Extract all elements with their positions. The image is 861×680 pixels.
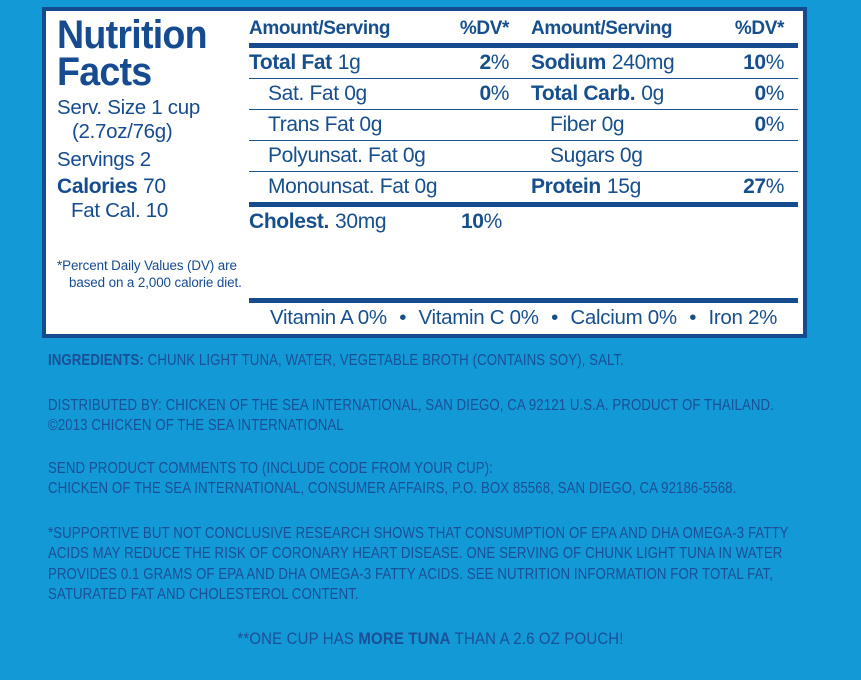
nutrient-total-fat: Total Fat 1g (249, 51, 361, 74)
nutrient-cholesterol: Cholest. 30mg (249, 210, 387, 233)
distributor-block: DISTRIBUTED BY: CHICKEN OF THE SEA INTER… (48, 396, 838, 437)
nutrition-summary-column: Nutrition Facts Serv. Size 1 cup (2.7oz/… (46, 11, 249, 298)
dv-polyunsaturated-fat (447, 141, 509, 171)
dv-total-carb: 0% (754, 82, 784, 105)
page-title: Nutrition Facts (57, 15, 230, 95)
table-row: Polyunsat. Fat 0g Sugars 0g (249, 140, 798, 171)
fat-calories: Fat Cal. 10 (71, 198, 168, 222)
dv-trans-fat (447, 110, 509, 140)
header-dv-left: %DV* (459, 18, 509, 39)
bullet-separator-icon: • (689, 306, 697, 329)
nutrient-sugars: Sugars 0g (550, 144, 643, 167)
nutrient-protein: Protein 15g (531, 175, 641, 198)
comments-line-2: CHICKEN OF THE SEA INTERNATIONAL, CONSUM… (48, 480, 737, 498)
servings-per-container: Servings 2 (57, 147, 151, 171)
table-row: Total Fat 1g 2% Sodium 240mg 10% (249, 43, 798, 78)
nutrition-panel-body: Nutrition Facts Serv. Size 1 cup (2.7oz/… (46, 11, 803, 298)
dv-sodium: 10% (743, 51, 784, 74)
daily-value-footnote: *Percent Daily Values (DV) are based on … (57, 258, 242, 294)
research-line-3: PROVIDES 0.1 GRAMS OF EPA AND DHA OMEGA-… (48, 565, 773, 583)
nutrient-polyunsaturated-fat: Polyunsat. Fat 0g (268, 144, 426, 167)
table-header-row: Amount/Serving %DV* Amount/Serving %DV* (249, 11, 798, 43)
tagline-emphasis: MORE TUNA (358, 629, 451, 648)
serving-size: Serv. Size 1 cup (57, 96, 200, 120)
vitamins-strip-wrapper: Vitamin A 0% • Vitamin C 0% • Calcium 0%… (46, 298, 803, 334)
title-line-1: Nutrition (57, 13, 208, 57)
tagline-prefix: **ONE CUP HAS (237, 629, 359, 648)
table-row: Cholest. 30mg 10% (249, 202, 798, 237)
table-row: Trans Fat 0g Fiber 0g 0% (249, 109, 798, 140)
dv-sugars (714, 141, 784, 171)
ingredients-label: INGREDIENTS: (48, 352, 144, 369)
table-row: Sat. Fat 0g 0% Total Carb. 0g 0% (249, 78, 798, 109)
serving-size-metric: (2.7oz/76g) (72, 120, 173, 144)
product-comments-block: SEND PRODUCT COMMENTS TO (INCLUDE CODE F… (48, 459, 838, 500)
calcium: Calcium 0% (570, 306, 677, 329)
copyright-line: ©2013 CHICKEN OF THE SEA INTERNATIONAL (48, 417, 344, 435)
dv-saturated-fat: 0% (479, 82, 509, 105)
nutrient-table: Amount/Serving %DV* Amount/Serving %DV* (249, 11, 803, 298)
vitamins-left-spacer (46, 298, 249, 334)
footnote-line-2: based on a 2,000 calorie diet. (69, 274, 242, 290)
header-amount-left: Amount/Serving (249, 18, 391, 39)
bullet-separator-icon: • (399, 306, 407, 329)
dv-monounsaturated-fat (447, 172, 509, 202)
vitamin-c: Vitamin C 0% (418, 306, 539, 329)
more-tuna-tagline: **ONE CUP HAS MORE TUNA THAN A 2.6 OZ PO… (0, 629, 861, 649)
iron: Iron 2% (708, 306, 778, 329)
nutrient-sodium: Sodium 240mg (531, 51, 675, 74)
dv-fiber: 0% (754, 113, 784, 136)
research-line-2: ACIDS MAY REDUCE THE RISK OF CORONARY HE… (48, 545, 783, 563)
nutrient-trans-fat: Trans Fat 0g (268, 113, 383, 136)
ingredients-text: CHUNK LIGHT TUNA, WATER, VEGETABLE BROTH… (147, 352, 624, 369)
vitamins-list: Vitamin A 0% • Vitamin C 0% • Calcium 0%… (270, 306, 777, 330)
distributor-line-1: DISTRIBUTED BY: CHICKEN OF THE SEA INTER… (48, 397, 774, 414)
nutrient-saturated-fat: Sat. Fat 0g (268, 82, 367, 105)
tagline-line: **ONE CUP HAS MORE TUNA THAN A 2.6 OZ PO… (237, 629, 623, 649)
dv-cholesterol: 10% (461, 210, 502, 233)
dv-total-fat: 2% (479, 51, 509, 74)
calories-value: 70 (143, 174, 166, 198)
omega3-research-disclaimer: *SUPPORTIVE BUT NOT CONCLUSIVE RESEARCH … (48, 524, 838, 606)
nutrient-fiber: Fiber 0g (550, 113, 625, 136)
vitamins-row: Vitamin A 0% • Vitamin C 0% • Calcium 0%… (249, 298, 798, 334)
vitamin-a: Vitamin A 0% (269, 306, 387, 329)
ingredients-line: INGREDIENTS: CHUNK LIGHT TUNA, WATER, VE… (48, 351, 727, 371)
header-dv-right: %DV* (734, 18, 784, 39)
research-line-1: *SUPPORTIVE BUT NOT CONCLUSIVE RESEARCH … (48, 525, 789, 542)
bullet-separator-icon: • (551, 306, 558, 329)
table-row: Monounsat. Fat 0g Protein 15g 27% (249, 171, 798, 202)
nutrition-facts-panel: Nutrition Facts Serv. Size 1 cup (2.7oz/… (42, 7, 807, 338)
ingredients-block: INGREDIENTS: CHUNK LIGHT TUNA, WATER, VE… (48, 351, 838, 371)
dv-blank-right (714, 207, 784, 237)
comments-line-1: SEND PRODUCT COMMENTS TO (INCLUDE CODE F… (48, 460, 493, 477)
nutrient-monounsaturated-fat: Monounsat. Fat 0g (268, 175, 438, 198)
nutrient-total-carb: Total Carb. 0g (531, 82, 664, 105)
dv-protein: 27% (743, 175, 784, 198)
footnote-line-1: *Percent Daily Values (DV) are (57, 258, 237, 274)
header-amount-right: Amount/Serving (531, 18, 673, 39)
tagline-suffix: THAN A 2.6 OZ POUCH! (450, 629, 624, 648)
title-line-2: Facts (57, 50, 152, 95)
calories-label: Calories (57, 174, 138, 198)
calories-row: Calories 70 (57, 175, 241, 199)
research-line-4: SATURATED FAT AND CHOLESTEROL CONTENT. (48, 586, 359, 604)
nutrient-blank-right (509, 207, 714, 237)
